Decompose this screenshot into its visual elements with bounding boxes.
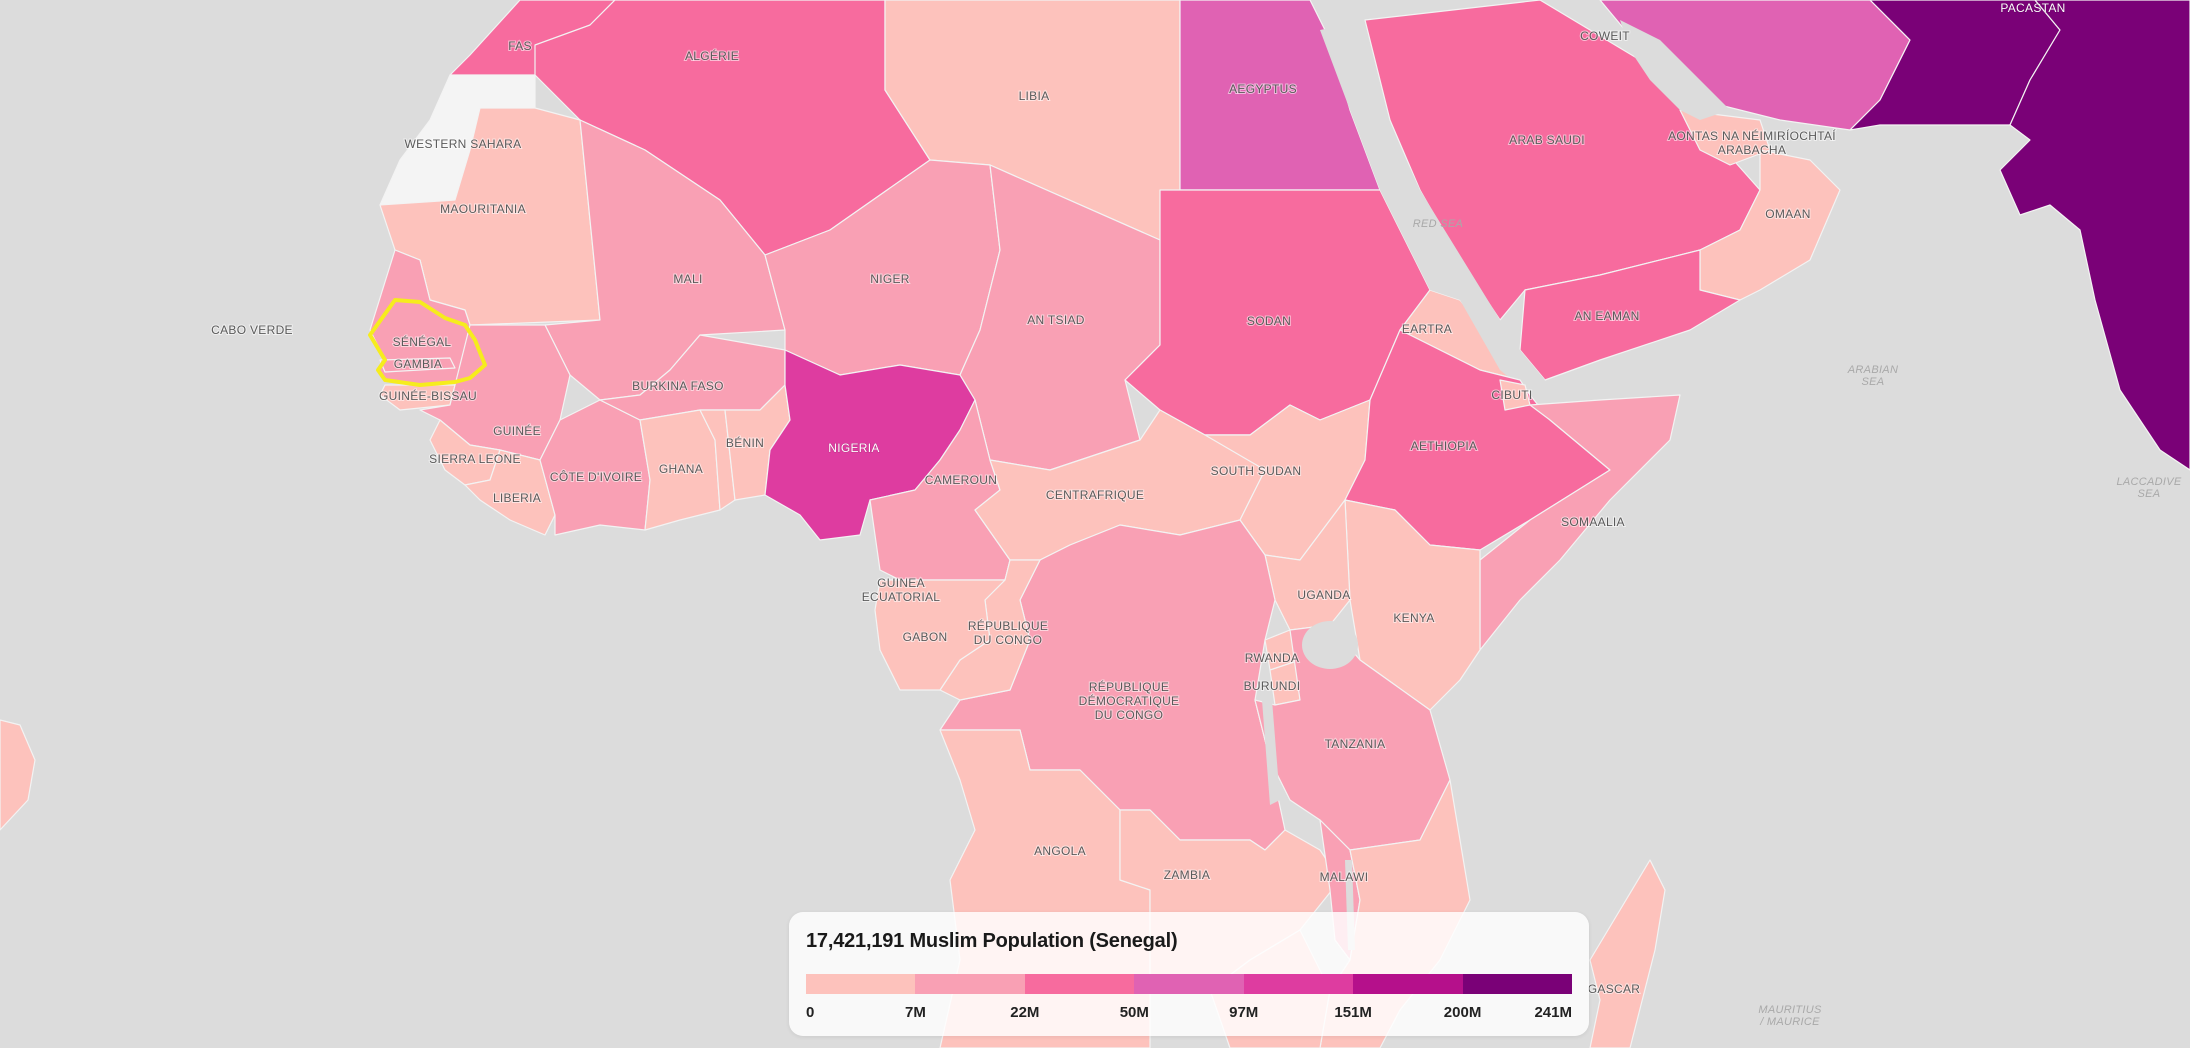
country-brazil-edge[interactable] [0, 719, 36, 831]
label-rdc-3: DU CONGO [1095, 708, 1163, 722]
lake-victoria [1302, 621, 1358, 669]
label-aegyptus: AEGYPTUS [1229, 82, 1297, 96]
legend-swatch-2 [1024, 974, 1135, 994]
label-arabian-sea-1: ARABIAN [1847, 364, 1898, 376]
label-rdc-2: DÉMOCRATIQUE [1079, 693, 1180, 708]
legend-tick-4: 97M [1229, 1004, 1259, 1021]
label-arabacha: ARABACHA [1718, 143, 1786, 157]
label-rep-congo-1: RÉPUBLIQUE [968, 618, 1048, 633]
label-benin: BÉNIN [726, 435, 764, 450]
lake-tanganyika [1262, 700, 1280, 805]
label-mauritius-2: / MAURICE [1759, 1016, 1820, 1028]
label-eartra: EARTRA [1402, 322, 1452, 336]
legend-swatch-0 [806, 974, 916, 994]
label-burundi: BURUNDI [1244, 679, 1301, 693]
label-aontas: AONTAS NA NÉIMIRÍOCHTAÍ [1668, 128, 1836, 143]
label-arabian-sea-2: SEA [1862, 376, 1885, 388]
label-rwanda: RWANDA [1245, 651, 1299, 665]
label-cameroun: CAMEROUN [925, 473, 997, 487]
label-mauritius-1: MAURITIUS [1758, 1004, 1822, 1016]
country-somalia[interactable] [1479, 394, 1681, 651]
country-liberia[interactable] [464, 449, 556, 536]
label-somaalia: SOMAALIA [1561, 515, 1625, 529]
label-gabon: GABON [903, 630, 948, 644]
label-maouritania: MAOURITANIA [440, 202, 526, 216]
label-ghana: GHANA [659, 462, 703, 476]
country-uae[interactable] [1679, 109, 1771, 166]
country-gambia[interactable] [379, 357, 456, 373]
legend-tick-0: 0 [806, 1004, 815, 1021]
legend-tick-5: 151M [1334, 1004, 1372, 1021]
label-centrafrique: CENTRAFRIQUE [1046, 488, 1144, 502]
legend-metric: Muslim Population (Senegal) [909, 930, 1178, 952]
label-cote-divoire: CÔTE D'IVOIRE [550, 469, 642, 484]
label-laccadive-2: SEA [2138, 488, 2161, 500]
label-niger: NIGER [870, 272, 910, 286]
label-arab-saudi: ARAB SAUDI [1509, 133, 1585, 147]
country-india[interactable] [1999, 0, 2190, 471]
label-cabo-verde: CABO VERDE [211, 323, 293, 337]
label-libia: LIBIA [1019, 89, 1050, 103]
label-uganda: UGANDA [1297, 588, 1350, 602]
country-uganda[interactable] [1264, 499, 1351, 631]
label-guinee-bissau: GUINÉE-BISSAU [379, 388, 477, 403]
legend-card: 17,421,191 Muslim Population (Senegal) 0… [789, 912, 1589, 1036]
country-kenya[interactable] [1344, 499, 1481, 711]
label-laccadive-1: LACCADIVE [2116, 476, 2181, 488]
label-angola: ANGOLA [1034, 844, 1086, 858]
label-rep-congo-2: DU CONGO [974, 633, 1042, 647]
legend-ticks: 0 7M 22M 50M 97M 151M 200M 241M [806, 1004, 1572, 1024]
legend-value: 17,421,191 [806, 930, 905, 952]
label-gambia: GAMBIA [394, 357, 442, 371]
label-mali: MALI [673, 272, 702, 286]
legend-tick-2: 22M [1010, 1004, 1040, 1021]
label-senegal: SÉNÉGAL [393, 334, 452, 349]
country-madagascar[interactable] [1589, 859, 1666, 1048]
label-western-sahara: WESTERN SAHARA [405, 137, 522, 151]
label-pacastan: PACASTAN [2000, 1, 2065, 15]
label-algerie: ALGÉRIE [685, 48, 739, 63]
legend-tick-1: 7M [905, 1004, 926, 1021]
label-nigeria: NIGERIA [828, 441, 879, 455]
label-zambia: ZAMBIA [1164, 868, 1210, 882]
label-burkina-faso: BURKINA FASO [632, 379, 724, 393]
red-sea [1320, 25, 1545, 395]
legend-title: 17,421,191 Muslim Population (Senegal) [806, 930, 1178, 953]
legend-swatch-5 [1353, 974, 1463, 994]
label-djibouti: CIBUTI [1491, 388, 1532, 402]
legend-tick-3: 50M [1119, 1004, 1149, 1021]
persian-gulf [1620, 20, 1730, 120]
label-omaan: OMAAN [1765, 207, 1811, 221]
label-liberia: LIBERIA [493, 491, 541, 505]
label-guinee: GUINÉE [493, 423, 541, 438]
legend-tick-7: 241M [1534, 1004, 1572, 1021]
legend-swatch-6 [1462, 974, 1572, 994]
selected-country-outline [368, 298, 487, 387]
label-guinea-ecuatorial-1: GUINEA [877, 576, 925, 590]
legend-tick-6: 200M [1443, 1004, 1482, 1021]
label-sodan: SODAN [1247, 314, 1291, 328]
label-tanzania: TANZANIA [1325, 737, 1386, 751]
legend-swatch-3 [1134, 974, 1244, 994]
label-koweit: COWEIT [1580, 29, 1630, 43]
legend-swatch-1 [915, 974, 1025, 994]
country-gabon[interactable] [874, 579, 1006, 691]
label-rdc-1: RÉPUBLIQUE [1089, 679, 1169, 694]
label-aethiopia: AETHIOPIA [1411, 439, 1478, 453]
label-madagascar: GASCAR [1588, 982, 1641, 996]
label-an-eaman: AN EAMAN [1574, 309, 1639, 323]
label-fas: FAS [508, 39, 532, 53]
label-sierra-leone: SIERRA LEONE [429, 452, 521, 466]
label-tchad: AN TSIAD [1027, 313, 1085, 327]
label-red-sea: RED SEA [1413, 218, 1463, 230]
legend-color-scale [806, 974, 1572, 994]
legend-swatch-4 [1243, 974, 1354, 994]
label-malawi: MALAWI [1320, 870, 1369, 884]
label-guinea-ecuatorial-2: ECUATORIAL [862, 590, 941, 604]
label-south-sudan: SOUTH SUDAN [1211, 464, 1302, 478]
label-kenya: KENYA [1393, 611, 1434, 625]
